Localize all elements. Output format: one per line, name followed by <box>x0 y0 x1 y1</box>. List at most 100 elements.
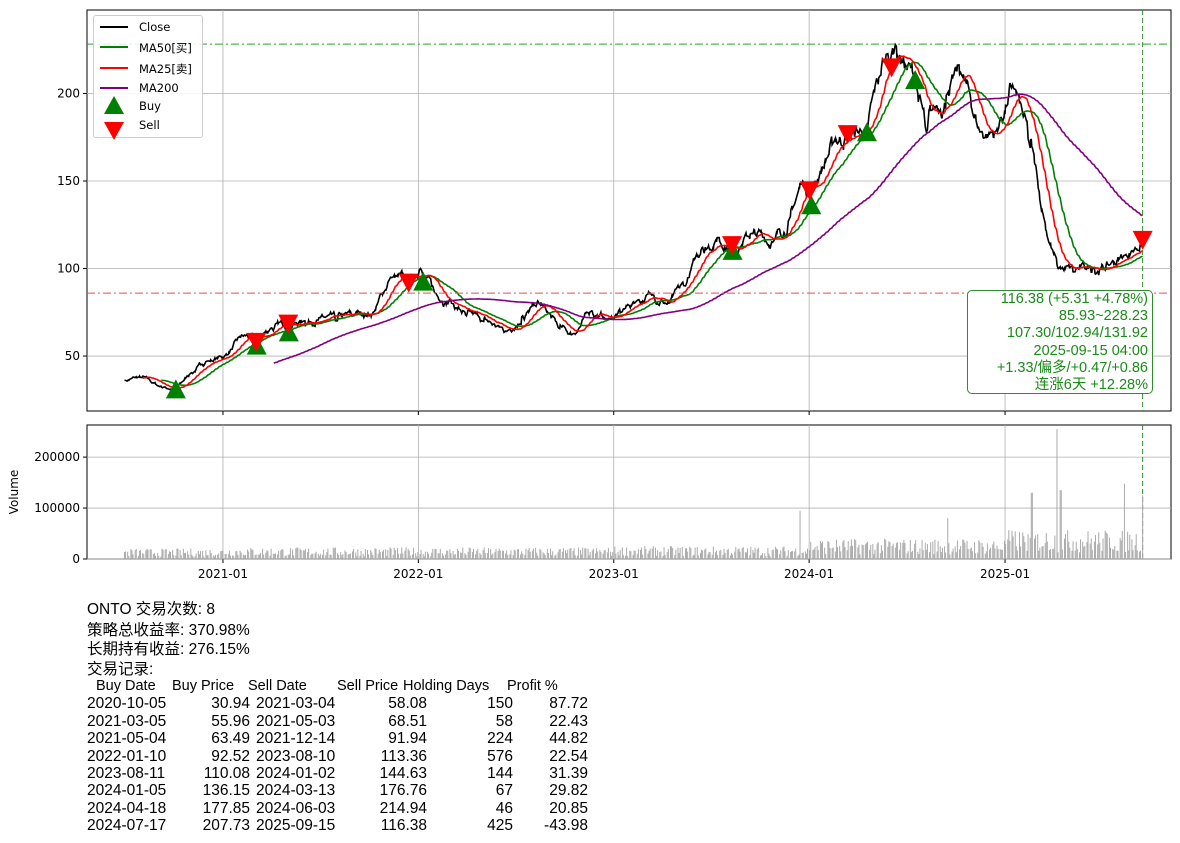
table-cell: 2021-05-03 <box>256 712 336 730</box>
x-tick-label: 2025-01 <box>980 567 1030 581</box>
sell-marker <box>246 332 267 352</box>
table-cell: 576 <box>487 747 513 765</box>
hold-return: 长期持有收益: 276.15% <box>87 641 250 658</box>
table-header-cell: Buy Price <box>172 678 235 694</box>
buy-marker <box>165 379 186 399</box>
table-cell: 2020-10-05 <box>87 695 167 713</box>
table-cell: 87.72 <box>549 695 588 713</box>
ma50-line <box>161 61 1143 387</box>
legend-sell: Sell <box>139 118 160 132</box>
table-cell: 22.54 <box>549 747 588 765</box>
table-cell: 2023-08-10 <box>256 747 336 765</box>
sell-marker <box>278 314 299 334</box>
table-cell: 2024-04-18 <box>87 799 167 817</box>
sell-marker <box>1132 230 1153 250</box>
table-cell: -43.98 <box>544 817 588 835</box>
legend-swatch-close <box>100 26 128 28</box>
table-row: 2020-10-05 30.94 2021-03-04 58.08 150 87.72 <box>87 695 687 712</box>
legend: Close MA50[买] MA25[卖] MA200 Buy Sell <box>93 15 203 140</box>
table-cell: 425 <box>487 817 513 835</box>
table-cell: 2021-05-04 <box>87 730 167 748</box>
table-cell: 214.94 <box>379 799 427 817</box>
legend-swatch-ma50 <box>100 46 128 48</box>
ann-streak: 连涨6天 +12.28% <box>1034 377 1148 394</box>
ma25-line <box>142 55 1143 389</box>
table-header-cell: Profit % <box>507 678 558 694</box>
price-y-tick-label: 100 <box>57 262 80 276</box>
table-cell: 177.85 <box>202 799 250 817</box>
volume-axes-frame <box>86 424 1172 560</box>
buy-triangle-icon <box>104 96 124 114</box>
table-cell: 2022-01-10 <box>87 747 167 765</box>
ann-price: 116.38 (+5.31 +4.78%) <box>1000 291 1148 307</box>
table-cell: 31.39 <box>549 764 588 782</box>
close-line <box>124 42 1144 391</box>
buy-marker <box>856 122 877 142</box>
table-cell: 22.43 <box>549 712 588 730</box>
ann-mas: 107.30/102.94/131.92 <box>1006 325 1148 342</box>
legend-swatch-ma200 <box>100 87 128 89</box>
sell-marker <box>881 58 902 78</box>
table-header-cell: Sell Price <box>337 678 399 694</box>
table-cell: 46 <box>495 799 513 817</box>
x-tick-label: 2022-01 <box>393 567 443 581</box>
table-cell: 2023-08-11 <box>87 764 166 782</box>
table-cell: 144 <box>487 764 513 782</box>
price-y-tick-label: 50 <box>65 349 80 363</box>
table-header-cell: Sell Date <box>248 678 307 694</box>
table-cell: 2024-06-03 <box>256 799 336 817</box>
table-cell: 29.82 <box>549 782 588 800</box>
legend-swatch-ma25 <box>100 67 128 69</box>
price-annotation-box: 116.38 (+5.31 +4.78%) 85.93~228.23 107.3… <box>967 290 1153 394</box>
volume-y-tick-label: 100000 <box>34 501 80 515</box>
records-label: 交易记录: <box>87 661 154 678</box>
table-cell: 92.52 <box>211 747 250 765</box>
table-cell: 58 <box>495 712 513 730</box>
trade-count: ONTO 交易次数: 8 <box>87 601 216 618</box>
table-cell: 113.36 <box>380 747 427 765</box>
strategy-return: 策略总收益率: 370.98% <box>87 622 250 639</box>
sell-marker <box>398 273 419 293</box>
sell-triangle-icon <box>104 122 124 140</box>
ann-datetime: 2025-09-15 04:00 <box>1033 342 1149 359</box>
buy-marker <box>905 69 926 89</box>
volume-y-tick-label: 0 <box>72 552 80 566</box>
table-row: 2022-01-10 92.52 2023-08-10 113.36 576 22.54 <box>87 748 687 765</box>
table-cell: 2021-03-04 <box>256 695 336 713</box>
buy-marker <box>413 271 434 291</box>
price-y-tick-label: 200 <box>57 86 80 100</box>
legend-ma25: MA25[卖] <box>139 62 192 76</box>
table-cell: 207.73 <box>202 817 250 835</box>
sell-marker <box>722 236 743 256</box>
legend-ma50: MA50[买] <box>139 41 192 55</box>
sell-marker <box>799 181 820 201</box>
table-cell: 2024-03-13 <box>256 782 336 800</box>
table-cell: 224 <box>487 730 513 748</box>
x-tick-label: 2024-01 <box>784 567 834 581</box>
table-row: 2021-03-05 55.96 2021-05-03 68.51 58 22.43 <box>87 713 687 730</box>
table-cell: 150 <box>487 695 513 713</box>
table-cell: 63.49 <box>211 730 250 748</box>
table-header-cell: Buy Date <box>96 678 156 694</box>
sell-marker <box>837 125 858 145</box>
table-cell: 30.94 <box>211 695 250 713</box>
table-row: 2024-04-18 177.85 2024-06-03 214.94 46 20.85 <box>87 800 687 817</box>
table-header-cell: Holding Days <box>403 678 490 694</box>
ann-range: 85.93~228.23 <box>1058 308 1148 325</box>
table-cell: 2024-07-17 <box>87 817 167 835</box>
table-cell: 2024-01-05 <box>87 782 167 800</box>
table-header: Buy Date Buy Price Sell Date Sell Price Hold… <box>87 678 687 695</box>
table-cell: 55.96 <box>211 712 250 730</box>
table-cell: 2021-03-05 <box>87 712 167 730</box>
table-cell: 68.51 <box>388 712 427 730</box>
table-cell: 110.08 <box>203 764 250 782</box>
table-cell: 44.82 <box>549 730 588 748</box>
table-cell: 2024-01-02 <box>256 764 336 782</box>
table-cell: 176.76 <box>379 782 427 800</box>
table-cell: 91.94 <box>388 730 427 748</box>
legend-close: Close <box>139 20 171 34</box>
table-cell: 67 <box>495 782 513 800</box>
x-tick-label: 2021-01 <box>198 567 248 581</box>
volume-axis-label: Volume <box>7 470 21 515</box>
table-row: 2024-07-17 207.73 2025-09-15 116.38 425 -43.9… <box>87 817 687 834</box>
